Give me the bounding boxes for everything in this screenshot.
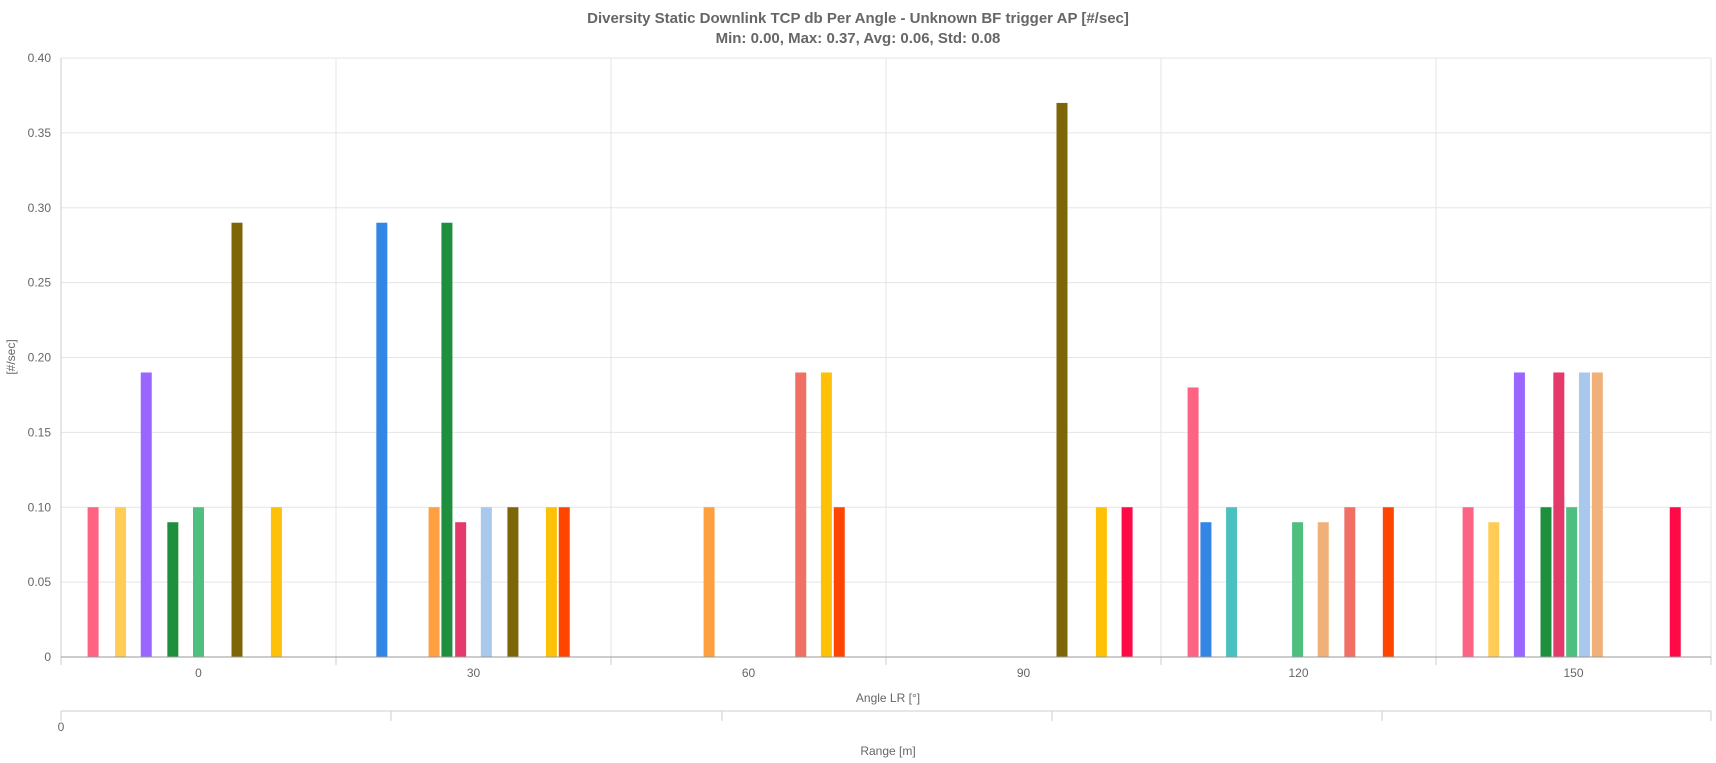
bar[interactable] [1187, 387, 1199, 657]
y-tick-label: 0.35 [28, 126, 52, 140]
bar[interactable] [795, 372, 807, 657]
bar[interactable] [1121, 507, 1133, 657]
bar[interactable] [1669, 507, 1681, 657]
bar[interactable] [703, 507, 715, 657]
y-axis-title: [#/sec] [4, 339, 18, 374]
y-tick-label: 0 [44, 650, 51, 664]
bar[interactable] [1566, 507, 1578, 657]
bar[interactable] [1553, 372, 1565, 657]
x-axis-title: Angle LR [°] [856, 691, 920, 705]
bar[interactable] [1540, 507, 1552, 657]
bar[interactable] [558, 507, 570, 657]
bar[interactable] [480, 507, 492, 657]
x-tick-label: 90 [1017, 666, 1031, 680]
x-tick-label: 120 [1288, 666, 1308, 680]
x-tick-label: 30 [467, 666, 481, 680]
x2-tick-label: 0 [58, 720, 65, 734]
bar[interactable] [231, 222, 243, 657]
bar[interactable] [428, 507, 440, 657]
bar[interactable] [1226, 507, 1238, 657]
bar[interactable] [545, 507, 557, 657]
x2-axis-title: Range [m] [860, 744, 915, 758]
bar[interactable] [1200, 522, 1212, 657]
bar[interactable] [820, 372, 832, 657]
bar[interactable] [87, 507, 99, 657]
bar[interactable] [1513, 372, 1525, 657]
bar[interactable] [1056, 102, 1068, 658]
chart-subtitle: Min: 0.00, Max: 0.37, Avg: 0.06, Std: 0.… [716, 30, 1001, 47]
bar[interactable] [833, 507, 845, 657]
y-tick-label: 0.15 [28, 425, 52, 439]
bar[interactable] [1591, 372, 1603, 657]
bar[interactable] [1344, 507, 1356, 657]
bar[interactable] [1095, 507, 1107, 657]
bar[interactable] [115, 507, 127, 657]
axes: 0 0.05 0.10 0.15 0.20 0.25 0.30 0.35 0.40 0 30 60 90… [28, 51, 1712, 734]
chart-title: Diversity Static Downlink TCP db Per Ang… [587, 10, 1129, 27]
x-tick-label: 60 [742, 666, 756, 680]
bar[interactable] [1382, 507, 1394, 657]
bar[interactable] [1292, 522, 1304, 657]
bar[interactable] [1317, 522, 1329, 657]
bar[interactable] [507, 507, 519, 657]
bars [87, 102, 1681, 658]
x-tick-label: 0 [195, 666, 202, 680]
y-tick-label: 0.10 [28, 500, 52, 514]
x-tick-label: 150 [1563, 666, 1583, 680]
y-tick-label: 0.05 [28, 575, 52, 589]
bar[interactable] [1579, 372, 1590, 657]
grid [60, 57, 1712, 658]
bar[interactable] [167, 522, 179, 657]
bar[interactable] [1488, 522, 1500, 657]
bar[interactable] [376, 222, 388, 657]
bar[interactable] [1462, 507, 1474, 657]
bar[interactable] [455, 522, 467, 657]
bar[interactable] [441, 222, 453, 657]
bar[interactable] [270, 507, 282, 657]
y-tick-label: 0.30 [28, 201, 52, 215]
y-tick-label: 0.20 [28, 351, 52, 365]
bar[interactable] [140, 372, 152, 657]
y-tick-label: 0.40 [28, 51, 52, 65]
y-tick-label: 0.25 [28, 276, 52, 290]
bar[interactable] [193, 507, 204, 657]
